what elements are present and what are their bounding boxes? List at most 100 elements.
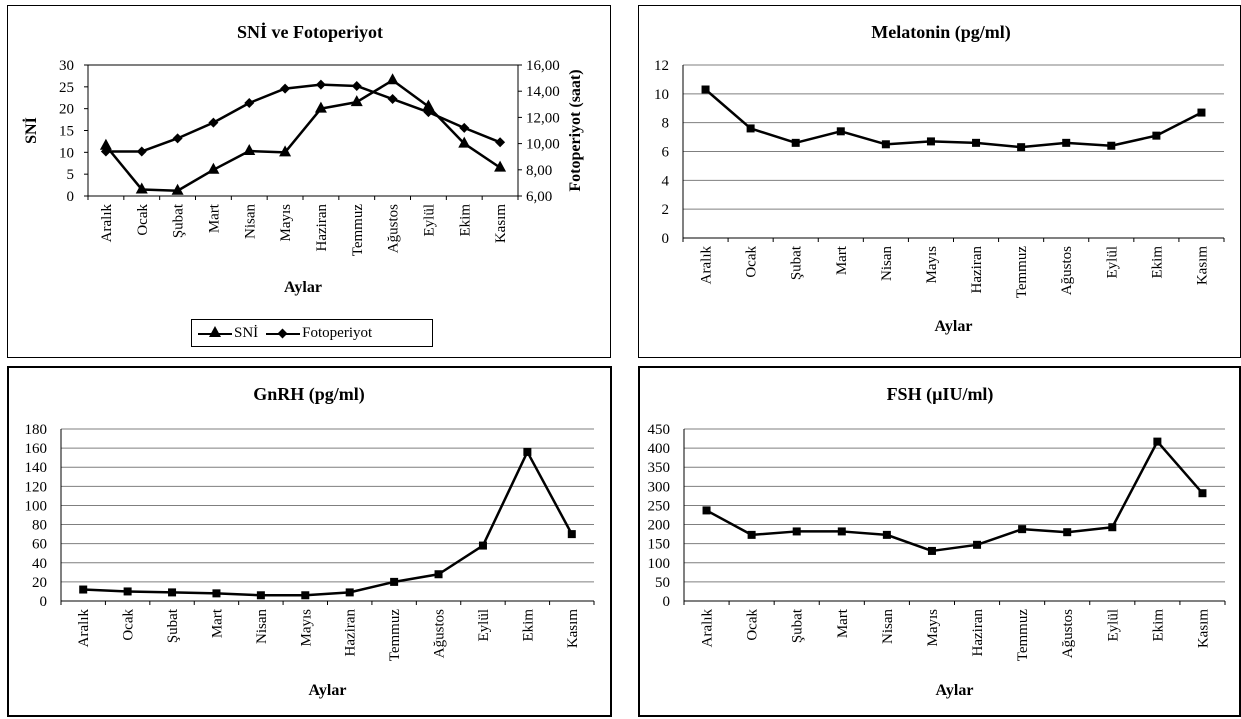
data-point [136,146,147,157]
data-point [973,540,982,549]
y2-tick-label: 6,00 [526,189,552,205]
x-tick-label: Haziran [343,609,359,657]
y-tick-label: 100 [25,498,48,514]
x-tick-label: Ocak [744,246,760,278]
chart-panel-melatonin: Melatonin (pg/ml) 0 2 4 6 8 10 12 Aralık Ocak Şuba… [638,5,1241,358]
y-tick-label: 12 [654,58,669,74]
y-tick-label: 20 [59,102,74,118]
data-point [243,144,256,156]
x-tick-label: Ekim [520,609,536,642]
data-point [702,506,711,515]
data-point [972,138,981,147]
data-point [279,145,292,157]
data-point [390,577,399,586]
x-tick-label: Eylül [1104,246,1120,279]
x-tick-label: Ocak [745,609,761,641]
chart-title: Melatonin (pg/ml) [871,22,1011,43]
y-tick-label: 300 [648,479,671,495]
x-tick-label: Haziran [314,204,330,252]
y-tick-label: 450 [648,422,671,438]
data-point [1153,437,1162,446]
x-tick-label: Mart [834,245,850,275]
y-tick-label: 180 [25,422,48,438]
x-tick-label: Şubat [790,608,806,643]
data-point [345,588,354,597]
chart-legend: SNİ Fotoperiyot [191,319,433,347]
y-tick-label: 60 [32,537,47,553]
chart-sni-fotoperiyot: SNİ ve Fotoperiyot 0 5 10 15 20 25 30 6,00 8,00 10… [21,22,584,296]
x-tick-label: Ağustos [1060,609,1076,658]
data-point [567,530,576,539]
x-tick-label: Mayıs [278,204,294,242]
y-tick-label: 120 [25,479,48,495]
chart-panel-sni-fotoperiyot: SNİ ve Fotoperiyot 0 5 10 15 20 25 30 6,00 8,00 10… [7,5,611,358]
y-tick-label: 0 [663,594,671,610]
x-tick-label: Mart [206,203,222,233]
y2-tick-label: 16,00 [526,58,560,74]
x-tick-label: Eylül [421,204,437,237]
data-point [1107,141,1116,150]
x-tick-label: Ağustos [1059,246,1075,295]
y2-tick-label: 8,00 [526,163,552,179]
y-axis-label: SNİ [21,117,40,144]
data-point [494,160,507,172]
y2-axis-label: Fotoperiyot (saat) [567,69,584,191]
data-point [168,588,177,597]
y-tick-label: 140 [25,460,48,476]
x-tick-label: Şubat [789,245,805,280]
chart-panel-gnrh: GnRH (pg/ml) 0 20 40 60 80 100 120 140 160 180 Aral… [7,366,612,717]
data-point [207,162,220,174]
x-tick-label: Temmuz [1014,246,1030,299]
y-tick-label: 30 [59,58,74,74]
chart-fsh: FSH (µIU/ml) 0 50 100 150 200 250 300 350 400 450 A… [648,384,1226,699]
data-point [315,79,326,90]
data-point [495,137,506,148]
data-point [1018,525,1027,534]
data-point [212,589,221,598]
data-point [1062,138,1071,147]
triangle-marker-icon [198,326,232,340]
x-tick-label: Aralık [76,609,92,648]
y-tick-label: 250 [648,498,671,514]
x-tick-label: Nisan [242,204,258,239]
x-tick-label: Ekim [457,204,473,237]
x-axis-label: Aylar [935,318,973,335]
data-point [459,122,470,133]
data-point [244,97,255,108]
data-point [747,530,756,539]
data-point [1017,143,1026,152]
x-tick-label: Şubat [165,608,181,643]
x-tick-label: Nisan [880,609,896,644]
y-tick-label: 40 [32,556,47,572]
data-point [423,107,434,118]
x-tick-label: Ağustos [432,609,448,658]
x-axis-label: Aylar [309,682,347,699]
data-point [1197,108,1206,117]
chart-melatonin: Melatonin (pg/ml) 0 2 4 6 8 10 12 Aralık Ocak Şuba… [654,22,1225,335]
data-point [1152,131,1161,140]
y-tick-label: 6 [662,145,670,161]
x-tick-label: Kasım [565,609,581,648]
data-point [387,94,398,105]
legend-label-fotoperiyot: Fotoperiyot [302,324,373,341]
x-tick-label: Ocak [135,204,151,236]
data-point [256,591,265,600]
x-tick-label: Kasım [493,204,509,243]
data-point [523,447,532,456]
data-point [1108,523,1117,532]
x-axis-label: Aylar [936,682,974,699]
data-point [458,136,471,148]
x-tick-label: Aralık [99,204,115,243]
x-tick-label: Temmuz [350,204,366,257]
y-tick-label: 160 [25,441,48,457]
x-tick-label: Eylül [476,609,492,642]
legend-label-sni: SNİ [234,324,259,341]
data-point [422,99,435,111]
data-point [208,117,219,128]
chart-title: SNİ ve Fotoperiyot [237,22,383,42]
data-point [1198,489,1207,498]
data-point [478,541,487,550]
y-tick-label: 0 [40,594,48,610]
x-tick-label: Aralık [699,246,715,285]
y-tick-label: 0 [662,231,670,247]
